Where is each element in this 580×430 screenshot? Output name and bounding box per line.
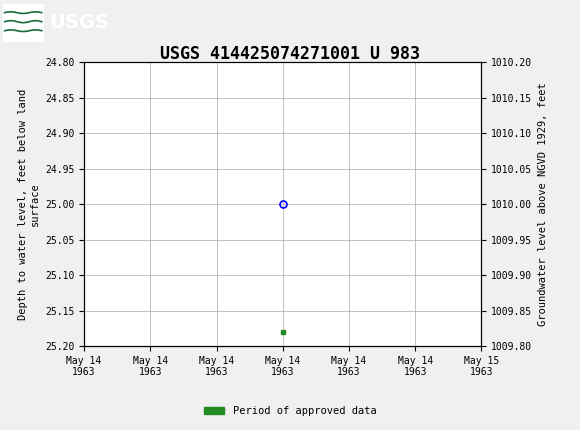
Y-axis label: Groundwater level above NGVD 1929, feet: Groundwater level above NGVD 1929, feet: [538, 83, 548, 326]
Y-axis label: Depth to water level, feet below land
surface: Depth to water level, feet below land su…: [18, 89, 39, 320]
Text: USGS: USGS: [49, 13, 109, 32]
Text: USGS 414425074271001 U 983: USGS 414425074271001 U 983: [160, 45, 420, 63]
Legend: Period of approved data: Period of approved data: [200, 402, 380, 421]
FancyBboxPatch shape: [3, 3, 43, 42]
